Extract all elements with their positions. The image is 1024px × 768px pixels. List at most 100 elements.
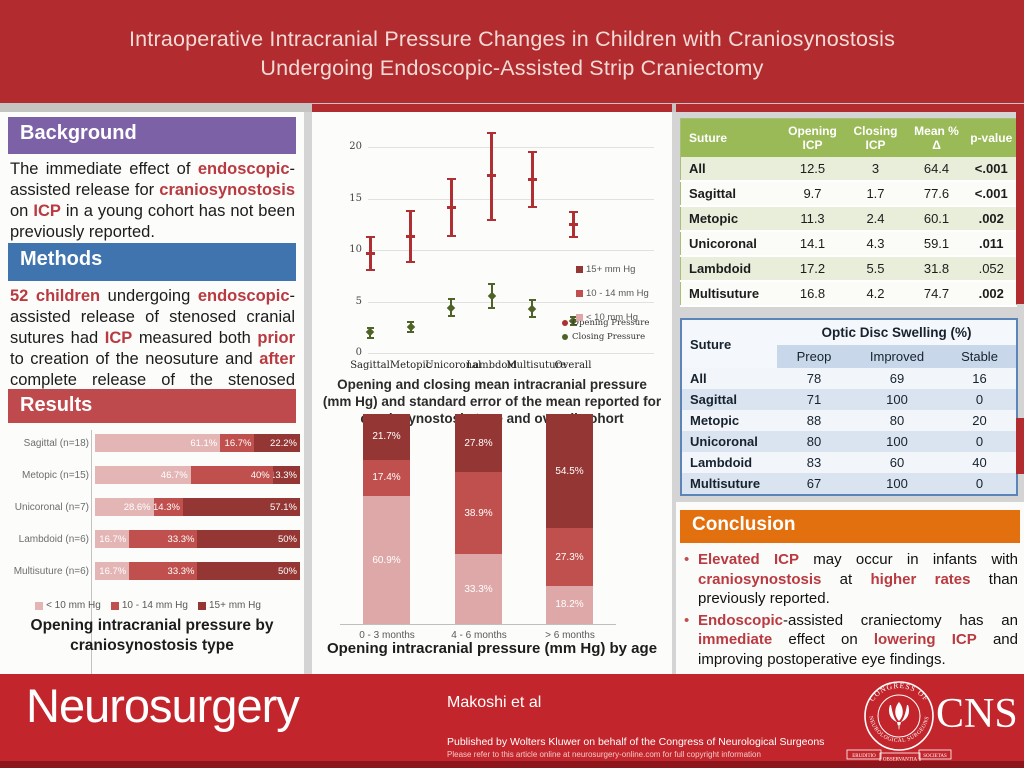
value-cell: 14.1 bbox=[780, 231, 845, 257]
x-category-label: Sagittal bbox=[350, 360, 390, 371]
cns-wordmark: CNS bbox=[936, 691, 1018, 737]
svg-text:OBSERVANTIA: OBSERVANTIA bbox=[883, 758, 918, 763]
value-cell: .011 bbox=[966, 231, 1017, 257]
icp-by-age-legend: 15+ mm Hg 10 - 14 mm Hg < 10 mm Hg bbox=[576, 264, 649, 336]
suture-cell: Unicoronal bbox=[681, 431, 777, 452]
value-cell: 17.2 bbox=[780, 256, 845, 282]
value-cell: 88 bbox=[777, 410, 851, 431]
methods-heading: Methods bbox=[8, 243, 296, 281]
conclusion-bullet: • Elevated ICP may occur in infants with … bbox=[684, 550, 1018, 609]
x-category-label: > 6 months bbox=[545, 630, 595, 641]
value-cell: 78 bbox=[777, 368, 851, 389]
value-cell: <.001 bbox=[966, 157, 1017, 182]
error-cap-top bbox=[446, 177, 456, 180]
background-text: The immediate effect of endoscopic-assis… bbox=[10, 160, 295, 241]
bar-segment-label: 50% bbox=[277, 565, 297, 577]
y-tick-label: 0 bbox=[355, 347, 362, 358]
error-cap-bottom bbox=[366, 336, 374, 339]
error-cap-bottom bbox=[447, 314, 455, 317]
value-cell: 31.8 bbox=[906, 256, 967, 282]
bar-segment-label: 14.3% bbox=[153, 501, 180, 513]
error-cap-bottom bbox=[488, 306, 496, 309]
column-header: Closing ICP bbox=[844, 118, 907, 157]
column-header: p-value bbox=[966, 118, 1017, 157]
bar-segment: 57.1% bbox=[182, 498, 300, 516]
error-cap-bottom bbox=[446, 234, 456, 237]
suture-cell: Metopic bbox=[681, 410, 777, 431]
value-cell: 5.5 bbox=[844, 256, 907, 282]
legend-item: Closing Pressure bbox=[562, 332, 649, 342]
error-cap-bottom bbox=[365, 268, 375, 271]
table-row: Sagittal 9.7 1.7 77.6 <.001 bbox=[680, 181, 1017, 207]
mean-marker bbox=[568, 222, 578, 226]
value-cell: 100 bbox=[851, 431, 943, 452]
left-column: Background The immediate effect of endos… bbox=[0, 112, 304, 682]
error-cap-top bbox=[406, 209, 416, 212]
bar-segment: 16.7% bbox=[95, 562, 130, 580]
mean-marker bbox=[365, 251, 375, 255]
bar-segment-label: 46.7% bbox=[160, 469, 188, 481]
x-category-label: Overall bbox=[554, 360, 592, 371]
bar-segment-label: 17.4% bbox=[372, 472, 401, 484]
suture-cell: Lambdoid bbox=[681, 452, 777, 473]
column-header: Mean % Δ bbox=[906, 118, 967, 157]
bar-segment-label: 54.5% bbox=[555, 465, 584, 477]
bar-segment: 28.6% bbox=[95, 498, 154, 516]
y-tick-label: 10 bbox=[349, 244, 362, 255]
icp-by-type-chart: Sagittal (n=18) 61.1% 16.7% 22.2% Metopic (n… bbox=[4, 434, 300, 594]
value-cell: 0 bbox=[943, 389, 1018, 410]
gridline bbox=[368, 301, 654, 303]
table-row: Lambdoid 83 60 40 bbox=[681, 452, 1018, 473]
conclusion-list: • Elevated ICP may occur in infants with … bbox=[684, 550, 1018, 671]
right-column-accent bbox=[676, 104, 1024, 112]
bar-track: 16.7% 33.3% 50% bbox=[95, 530, 300, 548]
value-cell: 40 bbox=[943, 452, 1018, 473]
value-cell: 71 bbox=[777, 389, 851, 410]
icp-by-age-chart: 60.9% 17.4% 21.7% 0 - 3 months 33.3% 38.9% 27.… bbox=[340, 412, 650, 648]
age-chart-axis bbox=[340, 624, 616, 625]
table-row: Sagittal 71 100 0 bbox=[681, 389, 1018, 410]
column-header: Preop bbox=[777, 345, 851, 368]
error-cap-bottom bbox=[527, 205, 537, 208]
bar-segment: 14.3% bbox=[153, 498, 183, 516]
poster-title: Intraoperative Intracranial Pressure Cha… bbox=[0, 0, 1024, 83]
methods-text: 52 children undergoing endoscopic-assist… bbox=[10, 287, 295, 410]
legend-swatch bbox=[576, 290, 583, 297]
table-title: Optic Disc Swelling (%) bbox=[777, 319, 1018, 345]
suture-cell: Metopic bbox=[680, 206, 781, 232]
value-cell: .002 bbox=[966, 206, 1017, 232]
x-category-label: 4 - 6 months bbox=[451, 630, 507, 641]
table-row: All 78 69 16 bbox=[681, 368, 1018, 389]
bar-category-label: Lambdoid (n=6) bbox=[18, 533, 89, 545]
bottom-edge bbox=[0, 761, 1024, 768]
value-cell: 67 bbox=[777, 473, 851, 495]
value-cell: 77.6 bbox=[906, 181, 967, 207]
bar-segment-label: 33.3% bbox=[167, 565, 195, 577]
suture-cell: Lambdoid bbox=[680, 256, 781, 282]
legend-label: Opening Pressure bbox=[572, 318, 650, 328]
bar-segment: 17.4% bbox=[363, 459, 410, 497]
bar-segment-label: 18.2% bbox=[555, 599, 584, 611]
journal-footer: Neurosurgery Makoshi et al Published by … bbox=[0, 674, 1024, 768]
mean-marker bbox=[446, 303, 456, 312]
bar-segment-label: 38.9% bbox=[464, 507, 493, 519]
gridline bbox=[368, 353, 654, 354]
bar-segment: 50% bbox=[197, 530, 300, 548]
error-cap-top bbox=[568, 210, 578, 213]
x-category-label: 0 - 3 months bbox=[359, 630, 415, 641]
value-cell: 59.1 bbox=[906, 231, 967, 257]
error-cap-bottom bbox=[407, 331, 415, 334]
error-cap-top bbox=[365, 235, 375, 238]
conclusion-text: Endoscopic-assisted craniectomy has an i… bbox=[698, 611, 1018, 668]
column-header: Suture bbox=[680, 118, 781, 157]
value-cell: 9.7 bbox=[780, 181, 845, 207]
legend-item: 15+ mm Hg bbox=[576, 264, 649, 275]
bar-segment: 16.7% bbox=[220, 434, 255, 452]
suture-cell: Sagittal bbox=[681, 389, 777, 410]
error-cap-top bbox=[528, 299, 536, 302]
mean-icp-legend: Opening Pressure Closing Pressure bbox=[562, 318, 649, 346]
legend-item: 10 - 14 mm Hg bbox=[110, 600, 188, 611]
background-heading: Background bbox=[8, 117, 296, 154]
suture-cell: Sagittal bbox=[680, 181, 781, 207]
